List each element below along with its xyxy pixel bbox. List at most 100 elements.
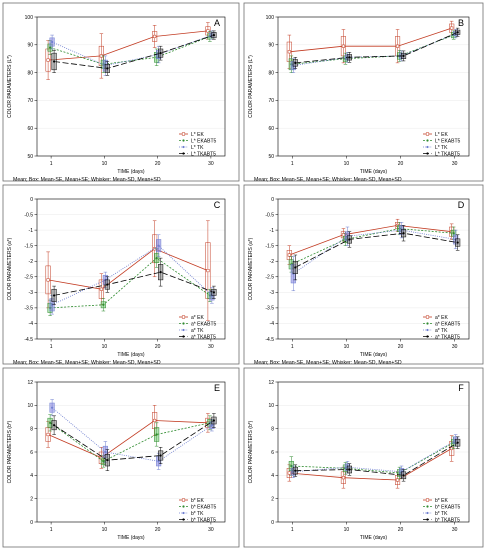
legend-marker — [426, 322, 429, 325]
legend-marker — [426, 335, 429, 338]
y-tick-label: 0 — [271, 197, 274, 203]
mean-marker — [99, 287, 103, 291]
se-box — [45, 48, 51, 72]
se-box — [286, 41, 292, 62]
mean-marker — [51, 406, 54, 409]
legend-marker — [426, 145, 429, 149]
y-tick-label: 0 — [271, 520, 274, 526]
mean-marker — [206, 269, 210, 273]
mean-marker — [341, 44, 345, 48]
mean-marker — [102, 303, 105, 306]
y-tick-label: 70 — [27, 98, 33, 104]
legend-label: b* TKABT5 — [191, 517, 216, 523]
x-tick-label: 20 — [398, 344, 404, 350]
series-line — [295, 232, 458, 268]
legend-marker — [425, 498, 430, 502]
legend-label: L* TK — [435, 145, 448, 151]
x-axis-title: TIME (days) — [117, 352, 145, 358]
y-tick-label: 2 — [271, 496, 274, 502]
x-tick-label: 20 — [155, 344, 161, 350]
mean-marker — [456, 31, 459, 34]
legend-label: L* TKABT5 — [435, 151, 460, 157]
series-line — [49, 36, 211, 65]
legend-label: b* EK — [435, 498, 448, 504]
legend-label: b* TKABT5 — [435, 517, 460, 523]
legend-marker — [182, 518, 185, 521]
plot-area — [277, 198, 470, 340]
y-tick-label: 70 — [268, 98, 274, 104]
series-l-tkabt5: L* TKABT5 — [51, 30, 217, 157]
mean-marker — [402, 54, 405, 58]
x-tick-label: 30 — [452, 344, 458, 350]
mean-marker — [46, 278, 50, 282]
y-tick-label: 12 — [27, 380, 33, 386]
series-line — [49, 422, 210, 462]
mean-marker — [348, 238, 351, 241]
legend-marker — [182, 505, 185, 508]
series-line — [48, 248, 209, 290]
legend-marker — [181, 132, 186, 136]
chart-header: Mean; Box: Mean-SE, Mean+SE; Whisker: Me… — [254, 177, 402, 183]
y-tick-label: 8 — [30, 426, 33, 432]
mean-marker — [212, 33, 215, 37]
mean-marker — [106, 283, 109, 286]
legend-label: L* TK — [191, 145, 204, 151]
mean-marker — [155, 433, 158, 436]
mean-marker — [456, 441, 459, 444]
y-tick-label: -1.5 — [265, 243, 274, 249]
mean-marker — [212, 419, 215, 422]
legend-marker — [426, 511, 429, 515]
y-tick-label: 8 — [271, 426, 274, 432]
plot-area — [36, 198, 226, 340]
x-tick-label: 30 — [208, 161, 214, 167]
y-tick-label: 4 — [271, 473, 274, 479]
x-tick-label: 10 — [344, 527, 350, 533]
x-tick-label: 30 — [208, 527, 214, 533]
series-b-tkabt5: b* TKABT5 — [292, 436, 461, 523]
mean-marker — [402, 474, 405, 477]
series-line — [289, 224, 452, 256]
series-a-ek: a* EK — [45, 220, 211, 321]
legend-label: a* TKABT5 — [191, 334, 216, 340]
panel-border — [243, 184, 484, 365]
mean-marker — [402, 232, 405, 235]
y-tick-label: 80 — [27, 70, 33, 76]
y-axis-title: COLOR PARAMETERS (L*) — [248, 55, 254, 118]
legend-label: a* EKABT5 — [435, 321, 461, 327]
x-axis-title: TIME (days) — [360, 352, 388, 358]
series-line — [53, 420, 215, 461]
panel-border — [243, 2, 484, 182]
legend-label: L* EKABT5 — [191, 138, 217, 144]
panel-e: Mean; Box: Mean-SE, Mean+SE; Whisker: Me… — [2, 360, 240, 548]
x-tick-label: 1 — [291, 161, 294, 167]
y-axis-title: COLOR PARAMETERS (L*) — [7, 55, 13, 118]
series-line — [295, 31, 458, 64]
x-tick-label: 20 — [398, 161, 404, 167]
x-tick-label: 1 — [50, 161, 53, 167]
series-line — [51, 245, 213, 306]
y-tick-label: -2 — [270, 259, 275, 265]
chart-header: Mean; Box: Mean-SE, Mean+SE; Whisker: Me… — [13, 360, 161, 366]
series-a-tkabt5: a* TKABT5 — [51, 257, 217, 340]
chart-header: Mean; Box: Mean-SE, Mean+SE; Whisker: Me… — [13, 177, 161, 183]
legend-marker — [425, 132, 430, 136]
y-tick-label: -4.5 — [24, 337, 33, 343]
x-tick-label: 30 — [208, 344, 214, 350]
panel-border — [243, 367, 484, 548]
y-tick-label: 0 — [30, 520, 33, 526]
series-b-ek: b* EK — [45, 405, 211, 504]
x-tick-label: 30 — [452, 161, 458, 167]
se-box — [45, 265, 51, 295]
legend-marker — [182, 145, 185, 149]
y-tick-label: 2 — [30, 496, 33, 502]
plot-area — [277, 16, 470, 157]
legend-label: b* TK — [191, 511, 204, 517]
x-tick-label: 1 — [50, 344, 53, 350]
mean-marker — [157, 460, 160, 463]
y-tick-label: -3.5 — [24, 306, 33, 312]
se-box — [152, 412, 158, 429]
y-tick-label: -3.5 — [265, 306, 274, 312]
chart-header: Mean; Box: Mean-SE, Mean+SE; Whisker: Me… — [254, 0, 402, 1]
x-axis-title: TIME (days) — [360, 169, 388, 175]
mean-marker — [290, 464, 293, 468]
